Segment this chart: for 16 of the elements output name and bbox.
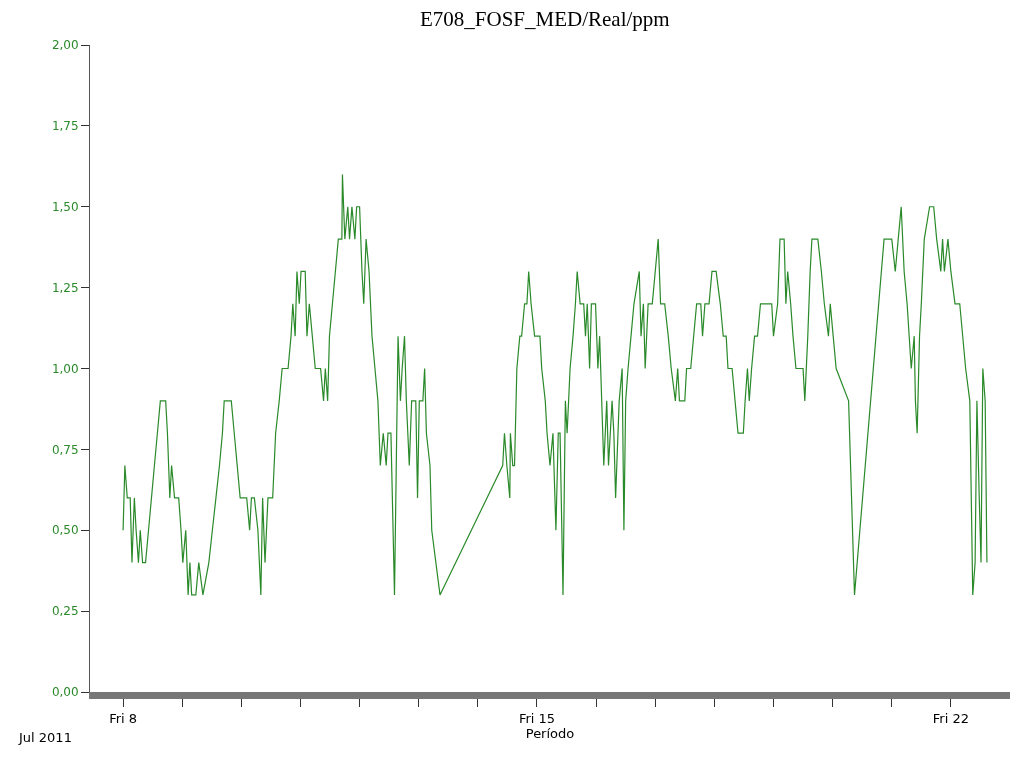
- chart-title: E708_FOSF_MED/Real/ppm: [420, 7, 670, 32]
- y-tick-label: 1,00: [51, 361, 79, 376]
- y-tick-label: 0,50: [51, 523, 79, 538]
- x-tick-label: Fri 8: [109, 710, 138, 726]
- x-axis-title: Período: [525, 725, 575, 741]
- y-tick-label: 2,00: [51, 38, 79, 53]
- x-tick-label: Fri 15: [518, 710, 556, 726]
- x-tick-label: Fri 22: [932, 710, 969, 726]
- y-tick-label: 1,50: [51, 199, 79, 214]
- y-tick-label: 0,00: [51, 685, 79, 700]
- y-tick-label: 0,75: [51, 442, 79, 457]
- line-series: [122, 173, 988, 596]
- text: Jul 2011: [18, 730, 72, 745]
- y-tick-label: 0,25: [51, 604, 79, 619]
- y-tick-label: 1,25: [51, 280, 79, 295]
- y-tick-label: 1,75: [51, 119, 79, 134]
